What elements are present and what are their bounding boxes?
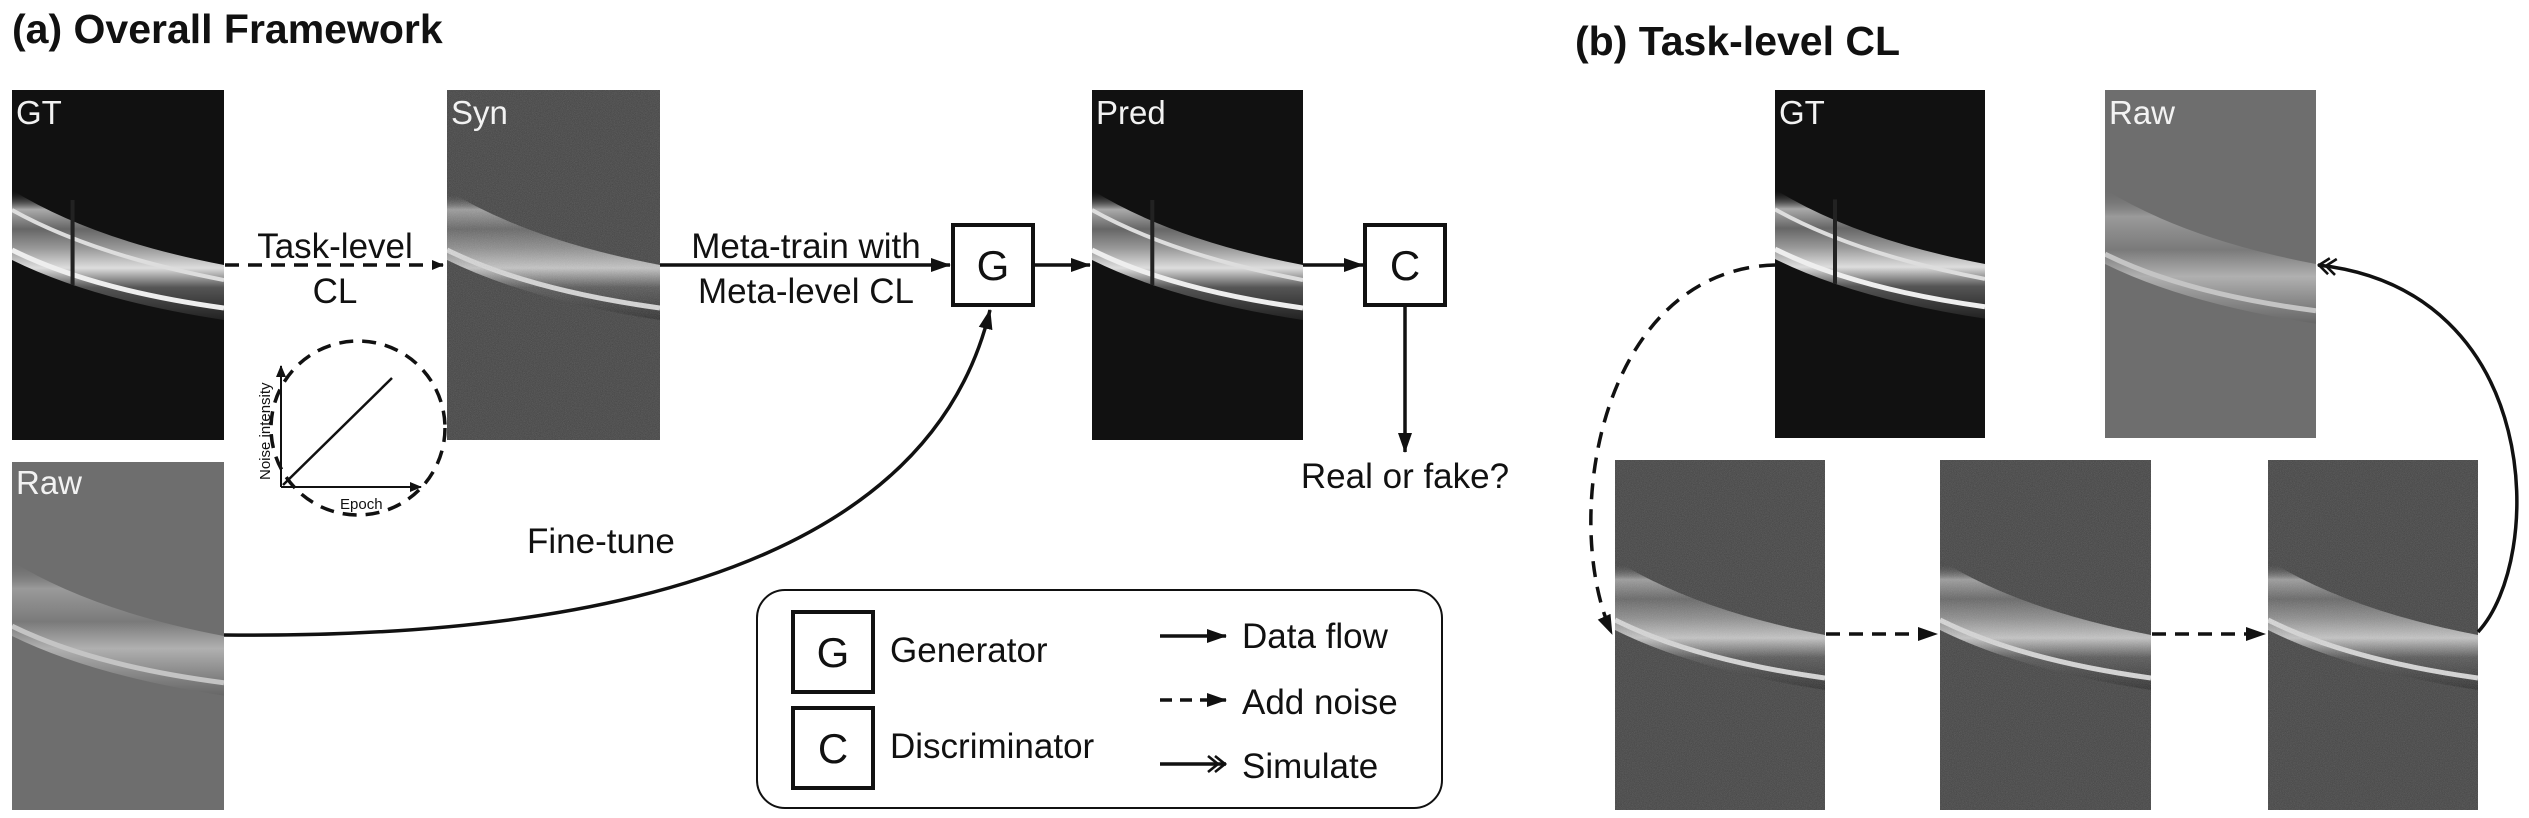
- task-level-label-bottom: CL: [313, 272, 358, 311]
- fine-tune-arrow: [223, 309, 993, 637]
- panel-b-simulate-arrow: [2316, 257, 2519, 634]
- generator-box: G: [951, 223, 1035, 307]
- panel-b-gt-to-noisy-arrow: [1589, 263, 1776, 635]
- legend-discriminator-box: [791, 706, 875, 790]
- legend: G Generator C Discriminator Data flow Ad…: [756, 589, 1443, 809]
- discriminator-box: C: [1363, 223, 1447, 307]
- generator-letter: G: [977, 242, 1010, 289]
- inset-x-label: Epoch: [340, 496, 383, 513]
- panel-b-noisy-image-3: [2268, 460, 2478, 810]
- legend-generator-letter: G: [817, 629, 850, 676]
- panel-a-title: (a) Overall Framework: [12, 6, 443, 52]
- panel-b-gt-label: GT: [1779, 94, 1825, 131]
- panel-b-raw-label: Raw: [2109, 94, 2175, 131]
- syn-image: Syn: [447, 90, 660, 440]
- panel-b-title: (b) Task-level CL: [1575, 18, 1900, 64]
- raw-image: Raw: [12, 462, 224, 810]
- pred-image: Pred: [1092, 90, 1303, 440]
- real-or-fake-label: Real or fake?: [1301, 457, 1509, 496]
- meta-train-label-top: Meta-train with: [691, 227, 921, 266]
- panel-b-raw-image: Raw: [2105, 90, 2316, 438]
- meta-train-label-bottom: Meta-level CL: [698, 272, 914, 311]
- legend-generator-box: [791, 610, 875, 694]
- legend-discriminator-text: Discriminator: [890, 727, 1095, 766]
- legend-discriminator-letter: C: [818, 725, 848, 772]
- legend-data-flow-text: Data flow: [1242, 617, 1389, 656]
- discriminator-letter: C: [1390, 242, 1420, 289]
- noise-schedule-inset: Noise intensity Epoch: [257, 339, 447, 517]
- legend-simulate-text: Simulate: [1242, 747, 1378, 786]
- inset-y-label: Noise intensity: [257, 382, 274, 480]
- gt-image: GT: [12, 90, 224, 440]
- panel-b-noisy-image-1: [1615, 460, 1825, 810]
- fine-tune-label: Fine-tune: [527, 522, 675, 561]
- legend-generator-text: Generator: [890, 631, 1048, 670]
- pred-image-label: Pred: [1096, 94, 1166, 131]
- gt-image-label: GT: [16, 94, 62, 131]
- panel-b-gt-image: GT: [1775, 90, 1985, 438]
- inset-line: [282, 377, 393, 486]
- panel-b-noisy-image-2: [1940, 460, 2151, 810]
- raw-image-label: Raw: [16, 464, 82, 501]
- task-level-label-top: Task-level: [257, 227, 413, 266]
- legend-add-noise-text: Add noise: [1242, 683, 1398, 722]
- syn-image-label: Syn: [451, 94, 508, 131]
